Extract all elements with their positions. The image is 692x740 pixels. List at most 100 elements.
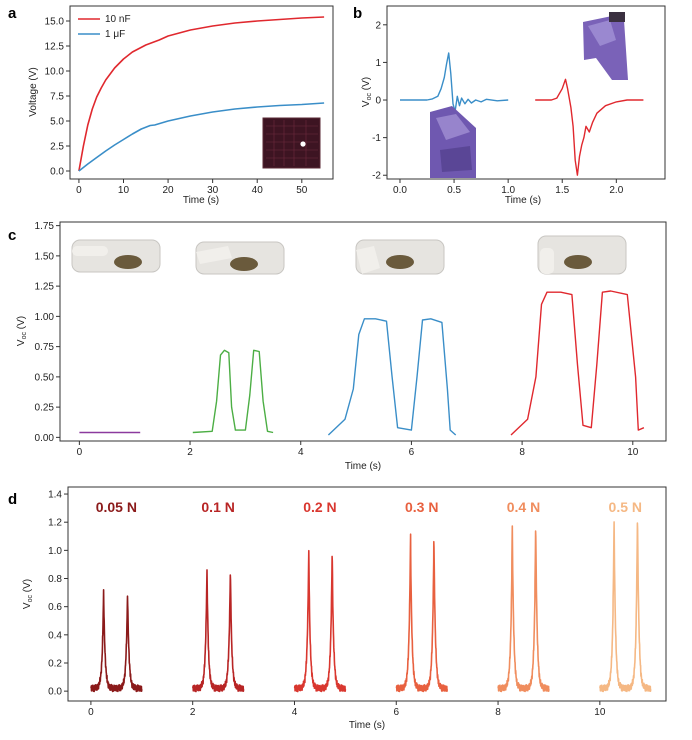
panel-b-frame — [386, 5, 666, 180]
y-tick-label: 10.0 — [45, 67, 65, 78]
y-tick-label: 12.5 — [45, 42, 65, 53]
x-tick-label: 0.5 — [447, 185, 461, 196]
y-tick-label: 0.75 — [35, 342, 55, 353]
y-tick-label: 0.4 — [48, 630, 62, 641]
panel-d-ylabel: Voc (V) — [22, 579, 34, 609]
y-tick-label: 0.8 — [48, 574, 62, 585]
y-tick-label: -2 — [372, 171, 381, 182]
x-tick-label: 2.0 — [609, 185, 623, 196]
legend-label-10nf: 10 nF — [105, 14, 131, 25]
panel-d-ticks: 0 2 4 6 8 10 0.0 0.2 0.4 0.6 0.8 1.0 1.2 1.4 — [48, 490, 606, 718]
y-tick-label: 0.00 — [35, 433, 55, 444]
panel-c-xlabel: Time (s) — [345, 461, 381, 472]
x-tick-label: 8 — [519, 447, 525, 458]
y-tick-label: 1.50 — [35, 251, 55, 262]
panel-b-series — [400, 52, 644, 176]
x-tick-label: 4 — [298, 447, 304, 458]
led-inset-image — [262, 117, 321, 169]
panel-b: 0.0 0.5 1.0 1.5 2.0 -2 -1 0 1 2 Time (s) Voc (V) — [361, 5, 666, 206]
x-tick-label: 10 — [594, 707, 606, 718]
panel-d-force-labels: 0.05 N 0.1 N 0.2 N 0.3 N 0.4 N 0.5 N — [96, 499, 642, 515]
panel-d: 0 2 4 6 8 100.00.20.40.60.81.01.21.4 0.05 N 0.… — [22, 486, 667, 731]
panel-c-ylabel: Voc (V) — [16, 316, 28, 346]
y-tick-label: 0.25 — [35, 403, 55, 414]
y-tick-label: 1.4 — [48, 490, 62, 501]
y-tick-label: 1.2 — [48, 518, 62, 529]
y-tick-label: 1.75 — [35, 221, 55, 232]
glove-photo-mid-bend — [355, 239, 445, 275]
x-tick-label: 30 — [207, 185, 219, 196]
y-tick-label: 0 — [375, 96, 381, 107]
panel-b-ticks: 0.0 0.5 1.0 1.5 2.0 -2 -1 0 1 2 — [372, 20, 624, 196]
force-label-4: 0.3 N — [405, 499, 438, 515]
force-trace-5 — [497, 525, 550, 693]
force-trace-1 — [90, 588, 143, 693]
panel-a-label: a — [8, 5, 17, 22]
x-tick-label: 10 — [118, 185, 130, 196]
glove-photo-slight-bend — [195, 241, 285, 275]
glove-photo-straight — [71, 239, 161, 273]
panel-b-ylabel: Voc (V) — [361, 77, 373, 107]
x-tick-label: 1.0 — [501, 185, 515, 196]
y-tick-label: 5.0 — [50, 117, 64, 128]
x-tick-label: 6 — [393, 707, 399, 718]
panel-c-label: c — [8, 227, 16, 244]
panel-d-label: d — [8, 491, 17, 508]
x-tick-label: 4 — [292, 707, 298, 718]
force-label-6: 0.5 N — [609, 499, 642, 515]
arm-raised-photo — [583, 12, 628, 80]
force-label-2: 0.1 N — [201, 499, 234, 515]
series-line-3 — [327, 318, 457, 436]
x-tick-label: 2 — [190, 707, 196, 718]
x-tick-label: 40 — [252, 185, 264, 196]
y-tick-label: 0.2 — [48, 658, 62, 669]
force-trace-4 — [395, 533, 448, 693]
arm-bent-photo — [430, 106, 476, 178]
panel-a-ticks: 0 10 20 30 40 50 0.0 2.5 5.0 7.5 10.0 12.5 15.0 — [45, 17, 308, 197]
panel-c-series — [79, 290, 645, 436]
panel-d-frame — [67, 486, 667, 702]
x-tick-label: 0 — [77, 447, 83, 458]
series-line-2 — [192, 349, 274, 434]
force-label-1: 0.05 N — [96, 499, 137, 515]
panel-d-xlabel: Time (s) — [349, 720, 385, 731]
force-trace-6 — [599, 521, 652, 693]
panel-a-ylabel: Voltage (V) — [28, 67, 39, 116]
x-tick-label: 2 — [187, 447, 193, 458]
panel-b-xlabel: Time (s) — [505, 195, 541, 206]
series-line-1 — [78, 16, 325, 172]
force-label-5: 0.4 N — [507, 499, 540, 515]
y-tick-label: 1.25 — [35, 282, 55, 293]
x-tick-label: 6 — [409, 447, 415, 458]
series-line-1 — [400, 52, 509, 113]
x-tick-label: 8 — [495, 707, 501, 718]
legend-label-1uf: 1 μF — [105, 29, 125, 40]
series-line-2 — [535, 78, 644, 176]
x-tick-label: 20 — [163, 185, 175, 196]
x-tick-label: 0 — [76, 185, 82, 196]
x-tick-label: 10 — [627, 447, 639, 458]
y-tick-label: 1 — [375, 58, 381, 69]
y-tick-label: 1.00 — [35, 312, 55, 323]
glove-photo-full-bend — [537, 235, 627, 275]
series-line-2 — [78, 102, 325, 172]
panel-b-label: b — [353, 5, 362, 22]
panel-c: 0 2 4 6 8 100.000.250.500.751.001.251.501.75 … — [16, 221, 667, 472]
y-tick-label: 0.50 — [35, 372, 55, 383]
panel-c-frame — [59, 221, 667, 442]
panel-a-legend: 10 nF 1 μF — [78, 14, 131, 40]
x-tick-label: 50 — [296, 185, 308, 196]
y-tick-label: 15.0 — [45, 17, 65, 28]
panel-a-xlabel: Time (s) — [183, 195, 219, 206]
y-tick-label: -1 — [372, 133, 381, 144]
y-tick-label: 0.0 — [50, 167, 64, 178]
y-tick-label: 2 — [375, 20, 381, 31]
led-light — [300, 141, 306, 147]
x-tick-label: 1.5 — [555, 185, 569, 196]
panel-c-ticks: 0 2 4 6 8 10 0.00 0.25 0.50 0.75 1.00 1.25 1.50 1.75 — [35, 221, 639, 458]
force-trace-2 — [191, 569, 245, 693]
panel-a-frame — [69, 5, 334, 180]
y-tick-label: 1.0 — [48, 546, 62, 557]
y-tick-label: 0.0 — [48, 687, 62, 698]
